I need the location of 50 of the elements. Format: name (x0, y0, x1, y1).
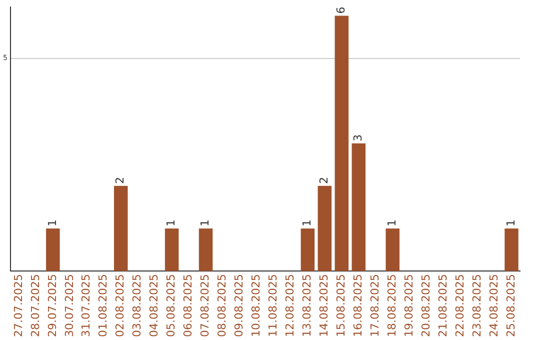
bar (352, 143, 366, 272)
x-tick-label: 24.08.2025 (487, 274, 500, 338)
x-tick-label: 25.08.2025 (504, 274, 518, 338)
x-tick-label: 08.08.2025 (216, 274, 229, 338)
x-tick-label: 14.08.2025 (318, 274, 331, 338)
x-tick-label: 31.07.2025 (80, 274, 93, 338)
data-label: 6 (334, 6, 348, 14)
data-label: 1 (198, 219, 212, 226)
x-tick-label: 27.07.2025 (12, 274, 25, 338)
x-tick-label: 05.08.2025 (164, 274, 178, 338)
bar (300, 228, 315, 272)
x-tick-label: 13.08.2025 (300, 274, 314, 338)
data-label: 1 (504, 219, 518, 226)
bar (334, 16, 349, 272)
bar (198, 228, 213, 272)
x-tick-label: 11.08.2025 (266, 274, 280, 338)
data-label: 2 (318, 176, 331, 184)
bar (386, 228, 400, 272)
x-tick-label: 29.07.2025 (46, 274, 59, 338)
bar (504, 228, 518, 272)
data-label: 1 (385, 219, 398, 226)
x-tick-label: 17.08.2025 (368, 274, 382, 338)
x-tick-label: 10.08.2025 (250, 274, 263, 338)
x-tick-label: 03.08.2025 (130, 274, 144, 338)
x-tick-label: 22.08.2025 (453, 274, 466, 338)
x-tick-label: 02.08.2025 (114, 274, 127, 338)
bar (318, 186, 332, 272)
x-tick-label: 19.08.2025 (402, 274, 416, 338)
data-label: 1 (46, 219, 59, 226)
data-label: 3 (352, 134, 365, 142)
bar (164, 228, 179, 272)
x-tick-label: 30.07.2025 (62, 274, 76, 338)
x-tick-label: 21.08.2025 (436, 274, 450, 338)
x-tick-label: 09.08.2025 (232, 274, 246, 338)
x-tick-label: 18.08.2025 (385, 274, 398, 338)
x-tick-label: 20.08.2025 (419, 274, 432, 338)
data-label: 1 (164, 219, 178, 226)
data-label: 2 (114, 176, 127, 184)
x-tick-label: 16.08.2025 (352, 274, 365, 338)
bar (114, 186, 128, 272)
bar (46, 228, 60, 272)
x-tick-label: 28.07.2025 (28, 274, 42, 338)
data-label: 1 (300, 219, 314, 226)
x-tick-label: 01.08.2025 (96, 274, 110, 338)
x-tick-label: 07.08.2025 (198, 274, 212, 338)
x-tick-label: 06.08.2025 (182, 274, 195, 338)
x-tick-label: 23.08.2025 (470, 274, 484, 338)
x-tick-label: 12.08.2025 (284, 274, 297, 338)
x-tick-label: 15.08.2025 (334, 274, 348, 338)
x-tick-label: 04.08.2025 (148, 274, 161, 338)
